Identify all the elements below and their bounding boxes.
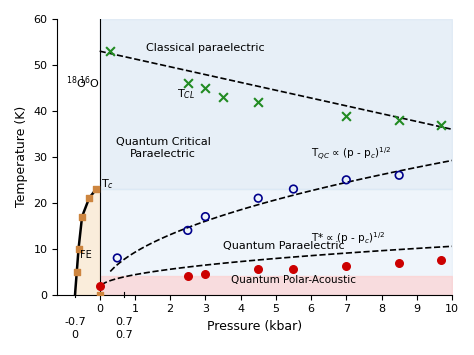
Text: T* ∝ (p - p$_c$)$^{1/2}$: T* ∝ (p - p$_c$)$^{1/2}$	[311, 230, 385, 246]
Text: T$_{CL}$: T$_{CL}$	[177, 87, 195, 101]
Point	[290, 266, 297, 271]
Text: Quantum Critical
Paraelectric: Quantum Critical Paraelectric	[116, 137, 210, 159]
Point	[395, 260, 403, 266]
Text: $^{18}$O: $^{18}$O	[66, 75, 87, 91]
Point	[184, 81, 191, 86]
Point	[73, 269, 81, 274]
Point	[343, 177, 350, 183]
Point	[78, 214, 86, 219]
Point	[113, 255, 121, 261]
X-axis label: Pressure (kbar): Pressure (kbar)	[207, 320, 302, 333]
Point	[343, 263, 350, 269]
Text: -0.7: -0.7	[64, 317, 86, 327]
Point	[255, 267, 262, 272]
Text: T$_c$: T$_c$	[101, 177, 115, 191]
Text: Quantum Polar-Acoustic: Quantum Polar-Acoustic	[231, 275, 356, 285]
Text: T$_{QC}$ ∝ (p - p$_c$)$^{1/2}$: T$_{QC}$ ∝ (p - p$_c$)$^{1/2}$	[311, 145, 392, 162]
Point	[255, 99, 262, 105]
Point	[395, 173, 403, 178]
Point	[395, 117, 403, 123]
Text: Quantum Paraelectric: Quantum Paraelectric	[223, 241, 345, 251]
Point	[96, 292, 103, 297]
Point	[219, 94, 227, 100]
Point	[85, 195, 93, 201]
Point	[184, 273, 191, 279]
Point	[255, 195, 262, 201]
Text: 0: 0	[72, 331, 79, 340]
Point	[438, 122, 445, 127]
Point	[438, 257, 445, 263]
Text: Classical paraelectric: Classical paraelectric	[146, 43, 264, 53]
Point	[92, 186, 100, 192]
Polygon shape	[75, 189, 100, 295]
Point	[343, 113, 350, 118]
Point	[201, 214, 209, 219]
Text: 0.7: 0.7	[116, 317, 133, 327]
Point	[201, 271, 209, 277]
Point	[201, 85, 209, 91]
Text: FE: FE	[80, 250, 92, 260]
Text: $^{16}$O: $^{16}$O	[79, 75, 99, 91]
Text: 0.7: 0.7	[116, 331, 133, 340]
Point	[96, 283, 103, 288]
Point	[184, 228, 191, 233]
Y-axis label: Temperature (K): Temperature (K)	[15, 106, 28, 207]
Point	[75, 246, 82, 252]
Point	[290, 186, 297, 192]
Point	[107, 48, 114, 54]
